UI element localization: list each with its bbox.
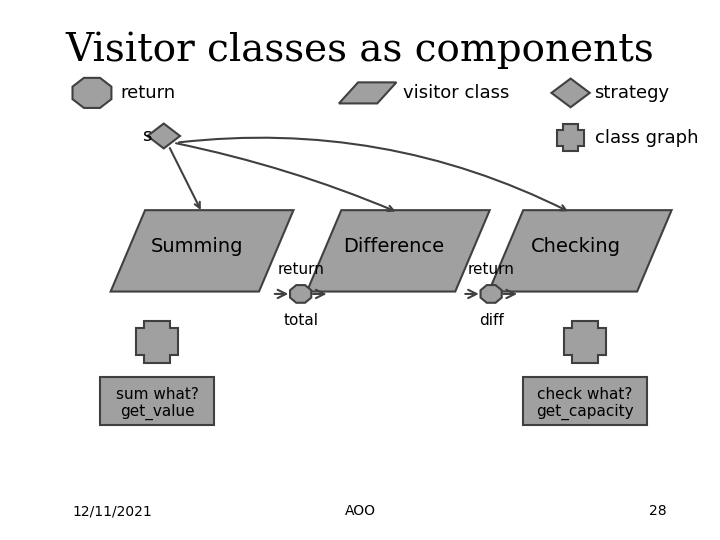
Polygon shape	[73, 78, 112, 108]
Text: return: return	[121, 84, 176, 102]
Polygon shape	[564, 321, 606, 363]
Text: Checking: Checking	[531, 237, 621, 255]
FancyBboxPatch shape	[99, 377, 215, 425]
Polygon shape	[290, 285, 311, 303]
Text: get_value: get_value	[120, 403, 194, 420]
Text: strategy: strategy	[595, 84, 670, 102]
Text: total: total	[283, 313, 318, 328]
Polygon shape	[557, 125, 584, 151]
Text: visitor class: visitor class	[403, 84, 510, 102]
Polygon shape	[307, 210, 490, 292]
Text: diff: diff	[479, 313, 503, 328]
Text: Visitor classes as components: Visitor classes as components	[66, 31, 654, 69]
Text: Summing: Summing	[151, 237, 243, 255]
Polygon shape	[136, 321, 178, 363]
Text: return: return	[468, 262, 515, 276]
Polygon shape	[148, 124, 180, 149]
Polygon shape	[339, 83, 397, 104]
FancyBboxPatch shape	[523, 377, 647, 425]
Text: AOO: AOO	[344, 504, 376, 518]
Text: check what?: check what?	[537, 387, 633, 402]
Polygon shape	[552, 78, 590, 107]
Text: Difference: Difference	[343, 237, 444, 255]
Text: class graph: class graph	[595, 129, 698, 147]
Text: return: return	[277, 262, 324, 276]
Text: s: s	[142, 127, 151, 145]
Text: 28: 28	[649, 504, 666, 518]
Text: sum what?: sum what?	[116, 387, 199, 402]
Polygon shape	[111, 210, 294, 292]
Text: get_capacity: get_capacity	[536, 403, 634, 420]
Polygon shape	[489, 210, 672, 292]
Text: 12/11/2021: 12/11/2021	[73, 504, 153, 518]
Polygon shape	[480, 285, 502, 303]
